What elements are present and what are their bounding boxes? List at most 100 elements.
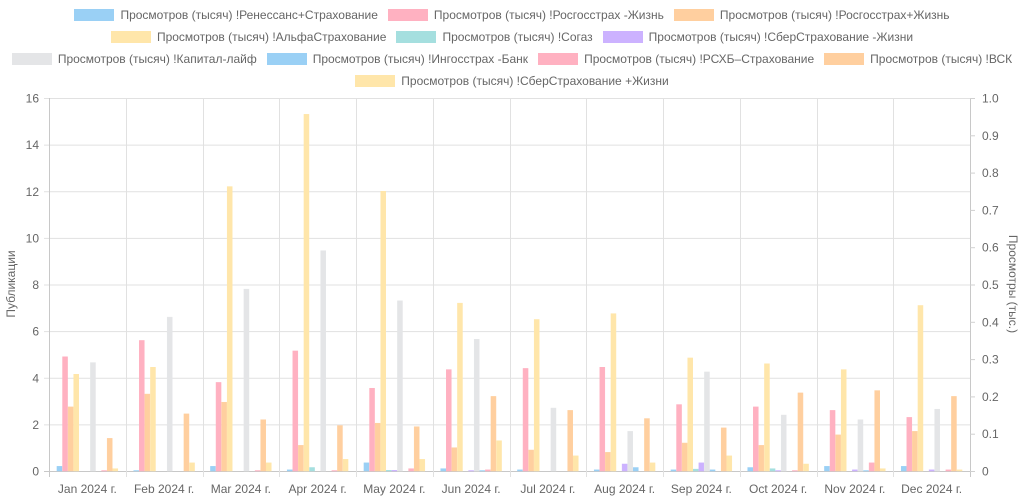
bar[interactable] xyxy=(627,431,633,472)
bar[interactable] xyxy=(868,462,875,472)
bar[interactable] xyxy=(681,442,688,472)
bar[interactable] xyxy=(605,452,611,472)
bar[interactable] xyxy=(62,356,68,472)
bar[interactable] xyxy=(829,410,836,472)
bar[interactable] xyxy=(835,434,841,472)
bar[interactable] xyxy=(764,363,770,472)
bar[interactable] xyxy=(363,462,370,472)
bar[interactable] xyxy=(567,410,573,472)
bar[interactable] xyxy=(599,367,606,472)
bar[interactable] xyxy=(266,462,272,472)
bar[interactable] xyxy=(479,470,486,472)
legend-item[interactable]: Просмотров (тысяч) !СберСтрахование +Жиз… xyxy=(355,74,669,88)
bar[interactable] xyxy=(956,469,963,472)
bar[interactable] xyxy=(90,362,96,472)
bar[interactable] xyxy=(775,470,781,472)
bar[interactable] xyxy=(413,426,420,472)
bar[interactable] xyxy=(769,468,776,472)
bar[interactable] xyxy=(528,449,534,472)
bar[interactable] xyxy=(485,469,491,472)
bar[interactable] xyxy=(533,319,540,472)
bar[interactable] xyxy=(780,414,787,472)
bar[interactable] xyxy=(254,470,261,472)
legend-item[interactable]: Просмотров (тысяч) !Капитал-лайф xyxy=(11,52,257,66)
bar[interactable] xyxy=(951,396,957,472)
bar[interactable] xyxy=(210,466,216,472)
bar[interactable] xyxy=(610,313,617,472)
legend-item[interactable]: Просмотров (тысяч) !РСХБ–Страхование xyxy=(538,52,814,66)
bar[interactable] xyxy=(803,463,809,472)
legend-item[interactable]: Просмотров (тысяч) !Росгосстрах -Жизнь xyxy=(387,8,664,22)
bar[interactable] xyxy=(676,404,682,472)
legend-item[interactable]: Просмотров (тысяч) !Согаз xyxy=(396,30,593,44)
bar[interactable] xyxy=(496,440,502,472)
bar[interactable] xyxy=(166,316,173,472)
legend-item[interactable]: Просмотров (тысяч) !Ренессанс+Страховани… xyxy=(74,8,378,22)
bar[interactable] xyxy=(473,339,480,472)
bar[interactable] xyxy=(906,417,913,472)
bar[interactable] xyxy=(215,382,222,472)
bar[interactable] xyxy=(928,469,935,472)
bar[interactable] xyxy=(522,368,529,472)
bar[interactable] xyxy=(292,350,299,472)
legend-item[interactable]: Просмотров (тысяч) !Росгосстрах+Жизнь xyxy=(673,8,950,22)
bar[interactable] xyxy=(457,302,463,472)
bar[interactable] xyxy=(303,114,310,472)
legend-item[interactable]: Просмотров (тысяч) !АльфаСтрахование xyxy=(110,30,386,44)
bar[interactable] xyxy=(144,393,151,472)
bar[interactable] xyxy=(720,427,727,472)
bar[interactable] xyxy=(912,431,918,472)
bar[interactable] xyxy=(331,470,338,472)
bar[interactable] xyxy=(189,462,195,472)
bar[interactable] xyxy=(150,367,156,472)
bar[interactable] xyxy=(704,371,710,472)
bar[interactable] xyxy=(260,419,266,472)
bar[interactable] xyxy=(397,300,403,472)
bar[interactable] xyxy=(490,396,497,472)
legend-item[interactable]: Просмотров (тысяч) !СберСтрахование -Жиз… xyxy=(602,30,913,44)
bar[interactable] xyxy=(753,406,759,472)
bar[interactable] xyxy=(792,470,798,472)
bar[interactable] xyxy=(369,387,375,472)
bar[interactable] xyxy=(380,191,386,472)
bar[interactable] xyxy=(337,425,343,472)
bar[interactable] xyxy=(670,469,677,472)
bar[interactable] xyxy=(917,305,924,472)
bar[interactable] xyxy=(709,469,716,472)
bar[interactable] xyxy=(852,469,858,472)
bar[interactable] xyxy=(73,374,79,472)
bar[interactable] xyxy=(593,469,600,472)
bar[interactable] xyxy=(824,466,830,472)
bar[interactable] xyxy=(550,407,557,472)
bar[interactable] xyxy=(880,468,886,472)
bar[interactable] xyxy=(874,390,880,472)
bar[interactable] xyxy=(840,369,847,472)
bar[interactable] xyxy=(758,445,765,472)
bar[interactable] xyxy=(440,468,446,472)
bar[interactable] xyxy=(298,445,304,472)
bar[interactable] xyxy=(391,470,398,472)
bar[interactable] xyxy=(286,469,293,472)
bar[interactable] xyxy=(139,340,145,472)
bar[interactable] xyxy=(309,467,315,472)
bar[interactable] xyxy=(101,470,107,472)
bar[interactable] xyxy=(133,470,139,472)
bar[interactable] xyxy=(693,468,699,472)
bar[interactable] xyxy=(183,413,190,472)
bar[interactable] xyxy=(243,288,250,472)
bar[interactable] xyxy=(649,462,656,472)
bar[interactable] xyxy=(934,408,940,472)
bar[interactable] xyxy=(419,459,426,472)
bar[interactable] xyxy=(374,422,381,472)
bar[interactable] xyxy=(342,459,349,472)
bar[interactable] xyxy=(621,463,628,472)
bar[interactable] xyxy=(726,455,733,472)
bar[interactable] xyxy=(468,470,474,472)
bar[interactable] xyxy=(863,470,869,472)
bar[interactable] xyxy=(320,250,326,472)
bar[interactable] xyxy=(698,462,705,472)
bar[interactable] xyxy=(633,467,639,472)
bar[interactable] xyxy=(857,419,864,472)
bar[interactable] xyxy=(221,401,227,472)
bar[interactable] xyxy=(687,357,693,472)
